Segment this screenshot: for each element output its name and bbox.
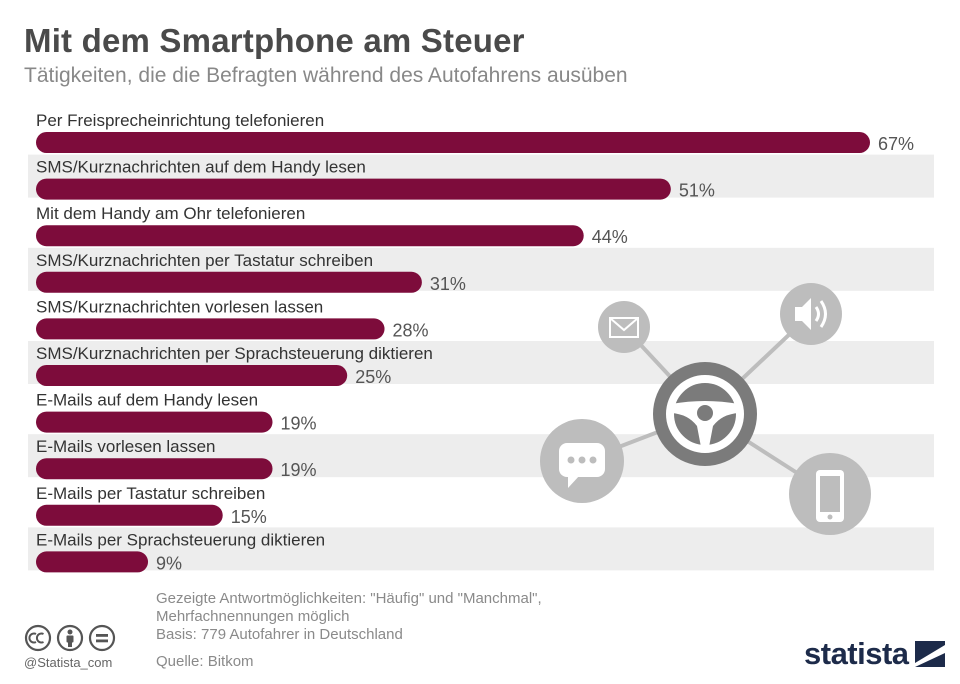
value-label: 15% <box>231 507 267 527</box>
bar <box>36 178 671 200</box>
category-label: SMS/Kurznachrichten per Tastatur schreib… <box>36 251 373 270</box>
value-label: 9% <box>156 553 182 573</box>
value-label: 25% <box>355 367 391 387</box>
row-band <box>28 527 934 571</box>
chart-title: Mit dem Smartphone am Steuer <box>24 22 525 59</box>
cc-icon[interactable] <box>24 624 52 652</box>
value-label: 51% <box>679 181 715 201</box>
footnote-line: Mehrfachnennungen möglich <box>156 608 350 625</box>
source-note: Quelle: Bitkom <box>156 653 254 670</box>
chat-icon <box>540 419 624 503</box>
smartphone-icon <box>789 453 871 535</box>
value-label: 31% <box>430 274 466 294</box>
chart-subtitle: Tätigkeiten, die die Befragten während d… <box>24 64 628 87</box>
category-label: E-Mails per Tastatur schreiben <box>36 484 265 503</box>
category-label: SMS/Kurznachrichten vorlesen lassen <box>36 297 323 316</box>
mail-icon <box>598 301 650 353</box>
statista-logo[interactable]: statista <box>804 636 945 672</box>
bar <box>36 225 584 247</box>
footnote-line: Gezeigte Antwortmöglichkeiten: "Häufig" … <box>156 590 542 607</box>
category-label: Mit dem Handy am Ohr telefonieren <box>36 204 305 223</box>
license-icons[interactable] <box>24 624 116 652</box>
footnote-line: Basis: 779 Autofahrer in Deutschland <box>156 626 403 643</box>
by-icon[interactable] <box>56 624 84 652</box>
speaker-icon <box>780 283 842 345</box>
category-label: SMS/Kurznachrichten auf dem Handy lesen <box>36 158 366 177</box>
bar <box>36 504 223 526</box>
category-label: SMS/Kurznachrichten per Sprachsteuerung … <box>36 344 433 363</box>
chart-footnote: Gezeigte Antwortmöglichkeiten: "Häufig" … <box>156 590 542 644</box>
value-label: 19% <box>281 414 317 434</box>
category-label: Per Freisprecheinrichtung telefonieren <box>36 111 324 130</box>
bar <box>36 132 870 153</box>
bar <box>36 271 422 293</box>
statista-handle[interactable]: @Statista_com <box>24 655 113 670</box>
bar <box>36 458 273 480</box>
statista-logo-icon <box>914 641 945 667</box>
bar <box>36 365 348 386</box>
bar <box>36 551 149 573</box>
car-phone-illustration <box>540 283 871 535</box>
value-label: 44% <box>592 227 628 247</box>
category-label: E-Mails auf dem Handy lesen <box>36 391 258 410</box>
nd-icon[interactable] <box>88 624 116 652</box>
category-label: E-Mails per Sprachsteuerung diktieren <box>36 530 325 549</box>
steering-wheel-icon <box>653 362 757 466</box>
value-label: 19% <box>281 460 317 480</box>
value-label: 67% <box>878 134 914 154</box>
bar <box>36 411 273 433</box>
brand-name: statista <box>804 636 909 671</box>
value-label: 28% <box>393 320 429 340</box>
category-label: E-Mails vorlesen lassen <box>36 437 216 456</box>
bar <box>36 318 385 340</box>
